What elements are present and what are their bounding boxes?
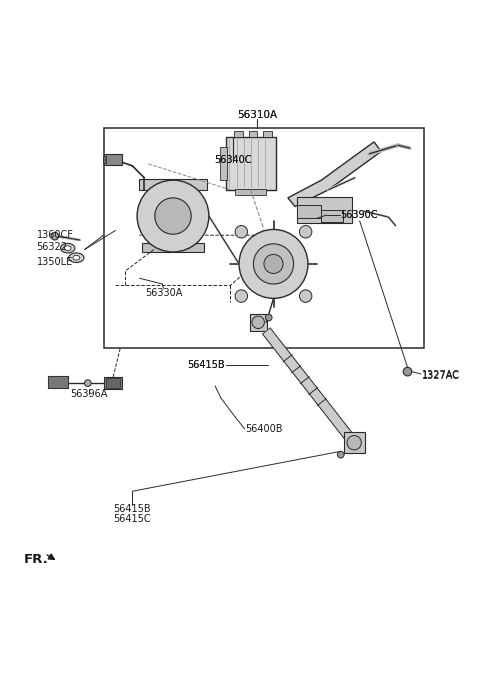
Ellipse shape — [60, 243, 75, 253]
Circle shape — [84, 380, 91, 386]
Bar — [249, 131, 257, 137]
Ellipse shape — [253, 244, 294, 284]
Text: 56415B: 56415B — [187, 360, 225, 370]
Ellipse shape — [69, 253, 84, 262]
Text: 1327AC: 1327AC — [422, 371, 460, 381]
Circle shape — [347, 436, 361, 450]
Bar — [142, 243, 204, 252]
Text: 56390C: 56390C — [340, 210, 378, 220]
Bar — [234, 131, 243, 137]
Circle shape — [235, 225, 248, 238]
Text: 56322: 56322 — [36, 242, 68, 252]
Text: 56415B: 56415B — [187, 360, 225, 370]
Bar — [220, 146, 227, 180]
Bar — [104, 127, 424, 348]
Bar — [104, 155, 122, 165]
Text: 56340C: 56340C — [214, 155, 252, 165]
Circle shape — [300, 225, 312, 238]
Text: 56340C: 56340C — [214, 155, 252, 165]
Text: 1327AC: 1327AC — [422, 370, 460, 380]
Bar — [106, 379, 120, 388]
Circle shape — [403, 367, 412, 376]
Bar — [263, 131, 272, 137]
Text: 56310A: 56310A — [237, 110, 277, 120]
Ellipse shape — [73, 255, 80, 260]
Text: 56330A: 56330A — [145, 287, 182, 298]
Bar — [344, 432, 365, 454]
Polygon shape — [288, 142, 381, 206]
Ellipse shape — [239, 229, 308, 298]
Bar — [250, 314, 267, 331]
Text: 56415C: 56415C — [113, 513, 151, 524]
Bar — [104, 377, 122, 390]
Text: 56400B: 56400B — [245, 424, 282, 434]
Bar — [322, 210, 343, 222]
Text: 1360CF: 1360CF — [36, 230, 73, 240]
Circle shape — [252, 316, 264, 328]
Circle shape — [300, 290, 312, 302]
Text: 56390C: 56390C — [340, 210, 378, 220]
Text: 56415B: 56415B — [113, 504, 151, 514]
Circle shape — [337, 452, 344, 458]
Text: 56310A: 56310A — [237, 110, 277, 120]
Bar — [298, 205, 322, 219]
Bar — [226, 137, 276, 190]
Polygon shape — [263, 328, 356, 443]
Ellipse shape — [64, 246, 71, 251]
Circle shape — [265, 314, 272, 321]
Bar — [103, 156, 107, 163]
Text: FR.: FR. — [24, 553, 48, 566]
Bar — [298, 197, 352, 223]
Ellipse shape — [155, 198, 191, 234]
Bar — [48, 376, 68, 388]
Ellipse shape — [264, 254, 283, 274]
Text: 1350LE: 1350LE — [36, 257, 73, 266]
Circle shape — [235, 290, 248, 302]
Bar — [48, 376, 68, 388]
Circle shape — [51, 232, 59, 240]
Ellipse shape — [137, 180, 209, 252]
Bar — [235, 189, 266, 195]
Bar — [139, 179, 207, 190]
Text: 56396A: 56396A — [71, 389, 108, 399]
